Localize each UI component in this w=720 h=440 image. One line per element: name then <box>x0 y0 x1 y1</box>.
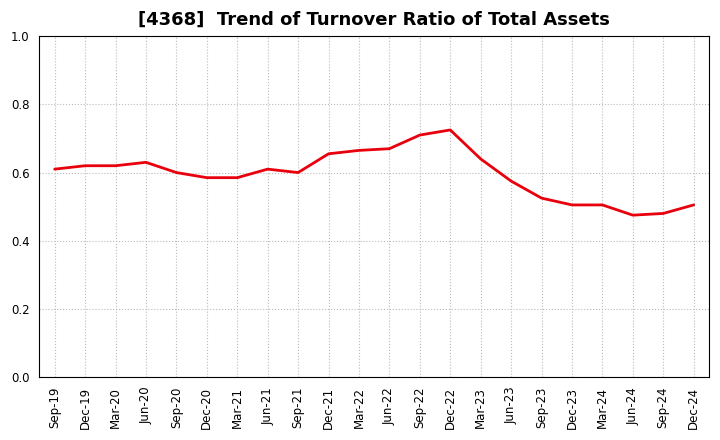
Title: [4368]  Trend of Turnover Ratio of Total Assets: [4368] Trend of Turnover Ratio of Total … <box>138 11 610 29</box>
